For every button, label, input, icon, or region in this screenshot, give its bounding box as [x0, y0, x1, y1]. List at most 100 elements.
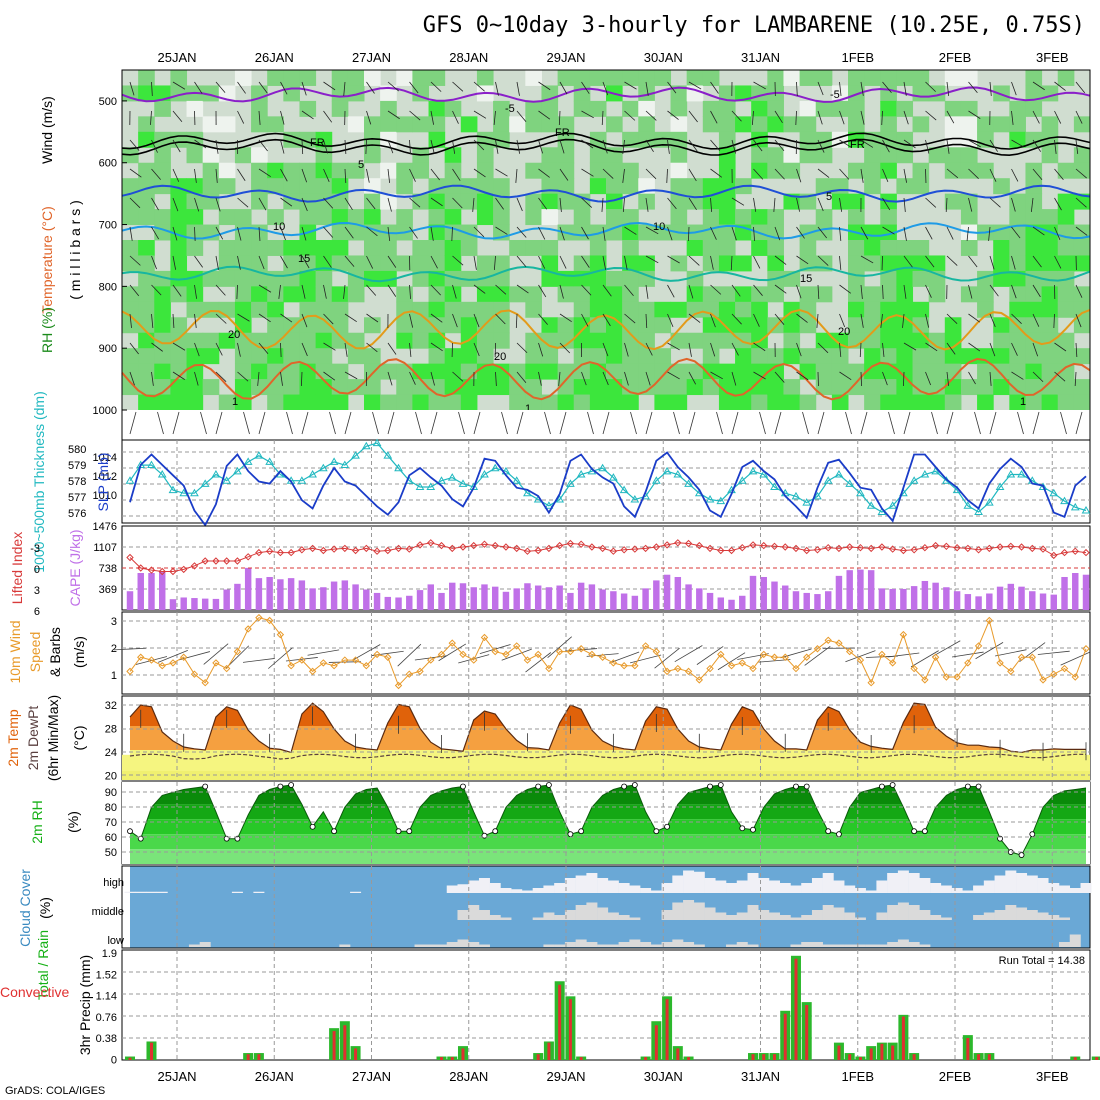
thickness-point — [394, 463, 403, 472]
wind-barb — [731, 284, 741, 297]
wind-barb — [151, 81, 153, 96]
cape-bar — [620, 593, 628, 610]
rh-cell — [364, 363, 381, 380]
cloud-cell-middle — [897, 902, 909, 920]
wind-barb — [538, 81, 551, 91]
wind-barb — [989, 255, 995, 270]
cape-bar — [857, 569, 864, 610]
rh-cell — [718, 286, 736, 303]
cloud-cell-middle — [930, 915, 942, 920]
wind10-barb — [525, 652, 552, 673]
wind-barb — [172, 342, 186, 351]
rh-cell — [186, 348, 204, 365]
rh-cell — [122, 348, 139, 365]
wind10-barb — [438, 643, 467, 662]
cape-bar — [427, 584, 434, 610]
upper-ytick: 1000 — [93, 405, 117, 417]
rh-cell — [622, 286, 639, 303]
wind-barb — [1032, 81, 1045, 91]
rh2m-point — [535, 783, 542, 790]
wind-barb — [645, 284, 649, 299]
cloud-cell-middle — [597, 907, 609, 920]
wind-barb — [194, 342, 200, 357]
rh-cell — [912, 85, 930, 102]
temp-ylabel-minmax: (6hr Min/Max) — [45, 695, 61, 781]
rh-cell — [186, 332, 204, 349]
rh-cell — [460, 224, 478, 241]
rh-cell — [783, 147, 801, 164]
wind-barb — [667, 197, 677, 210]
rh-cell — [202, 332, 220, 349]
thickness-point — [920, 469, 930, 478]
rh-cell — [283, 363, 300, 380]
rh-cell — [751, 363, 768, 380]
li-point — [695, 541, 704, 550]
wind-barb — [1075, 284, 1083, 298]
rh-cell — [428, 332, 446, 349]
thickness-ytick: 580 — [68, 444, 86, 456]
rh2m-point — [964, 783, 971, 790]
cape-bar — [1082, 574, 1090, 610]
precip-conv-bar — [450, 1057, 454, 1060]
cloud-cell-middle — [532, 917, 544, 920]
wind10-point — [502, 650, 510, 659]
wind-barb — [172, 313, 175, 328]
rh-cell — [444, 394, 462, 411]
precip-conv-bar — [772, 1054, 776, 1060]
temp-contour-20 — [121, 308, 1091, 351]
precip-conv-bar — [257, 1054, 261, 1060]
precip-conv-bar — [644, 1057, 648, 1060]
wind-barb — [559, 226, 565, 241]
wind-barb — [430, 81, 442, 92]
rh-cell — [848, 116, 865, 133]
wind-barb — [1011, 81, 1017, 96]
rh-cell — [476, 209, 494, 226]
wind-barb — [731, 226, 737, 241]
rh-cell — [622, 301, 639, 318]
rh-cell — [799, 348, 817, 365]
rh-cell — [170, 332, 188, 349]
rh-cell — [848, 363, 865, 380]
wind-barb — [581, 255, 590, 268]
li-point — [298, 546, 306, 554]
wind-barb — [667, 313, 674, 328]
rh-cell — [686, 178, 704, 195]
wind-barb — [215, 139, 219, 154]
cloud-cell-low — [199, 942, 211, 947]
rh-cell — [686, 70, 704, 86]
cloud-cell-middle — [940, 917, 952, 920]
rh-cell — [928, 255, 946, 272]
wind10-point — [856, 656, 865, 664]
rh-cell — [299, 162, 317, 179]
rh-cell — [815, 363, 833, 380]
li-point — [427, 539, 435, 547]
wind-barb — [387, 139, 394, 154]
rh-cell — [815, 178, 833, 195]
rh-cell — [299, 301, 317, 318]
temp-yunit: (°C) — [71, 725, 87, 750]
rh2m-point — [481, 832, 488, 839]
cape-bar — [588, 584, 596, 610]
cloud-cell-high — [231, 891, 243, 893]
rh-cell — [896, 332, 914, 349]
rh-cell — [380, 193, 397, 210]
thickness-point — [963, 501, 973, 509]
rh-cell — [509, 394, 526, 411]
thickness-point — [361, 441, 371, 450]
wind-barb — [1075, 197, 1087, 208]
wind-barb — [989, 81, 992, 96]
rh-cell — [380, 85, 397, 102]
rh-cell — [638, 131, 655, 148]
wind-barb — [902, 313, 905, 328]
cloud-cell-middle — [779, 915, 791, 920]
wind-barb — [925, 371, 932, 386]
rh-cell — [557, 116, 575, 133]
cape-ytick: 738 — [99, 563, 117, 575]
rh-cell — [234, 301, 252, 318]
rh-cell — [154, 147, 171, 164]
wind-barb — [839, 371, 852, 381]
rh-cell — [606, 270, 623, 287]
wind10-point — [137, 653, 145, 661]
wind-barb — [1075, 313, 1082, 328]
cape-bar — [545, 587, 553, 610]
